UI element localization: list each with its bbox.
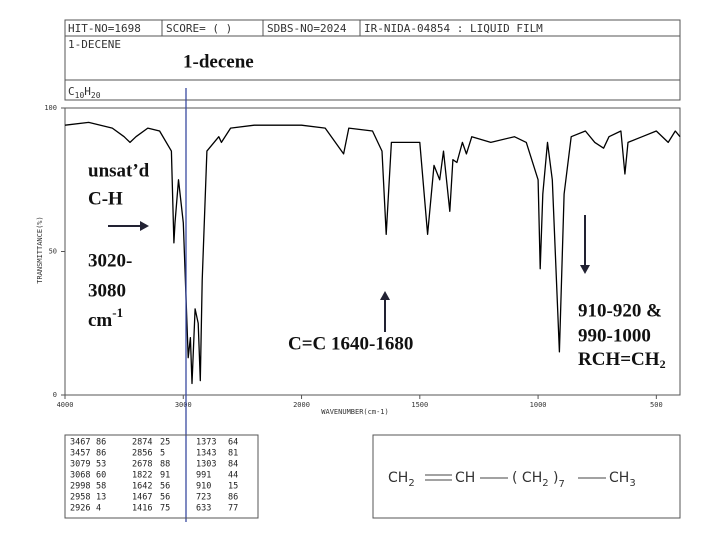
atom: CH: [388, 470, 408, 486]
y-tick-label: 50: [49, 248, 57, 256]
table-cell: 25: [160, 438, 170, 448]
molecular-formula: C10H20: [68, 85, 101, 100]
atom: ( CH: [512, 470, 542, 486]
table-cell: 64: [228, 438, 238, 448]
table-cell: 991: [196, 471, 211, 481]
annotation-text: RCH=CH2: [578, 349, 666, 370]
x-tick-label: 3000: [175, 401, 192, 409]
atom-sub: 3: [629, 478, 635, 489]
formula-part: H: [84, 85, 91, 98]
table-cell: 56: [160, 482, 170, 492]
annotation-text: cm-1: [88, 305, 123, 331]
plot: 4000 3000 2000 1500 1000 500 0 50 100: [44, 104, 681, 409]
y-tick-label: 0: [53, 391, 57, 399]
table-cell: 1303: [196, 460, 216, 470]
compound-name: 1-DECENE: [68, 38, 121, 51]
table-cell: 2958: [70, 493, 90, 503]
header-cell: HIT-NO=1698: [68, 22, 141, 35]
table-cell: 1467: [132, 493, 152, 503]
table-cell: 84: [228, 460, 238, 470]
table-cell: 3079: [70, 460, 90, 470]
unit-sup: -1: [112, 305, 123, 320]
table-cell: 44: [228, 471, 238, 481]
annotation-text: 910-920 &: [578, 300, 662, 321]
table-cell: 53: [96, 460, 106, 470]
spectrum-line: [64, 121, 681, 385]
annotation-text: unsat’d: [88, 160, 150, 181]
table-cell: 2856: [132, 449, 152, 459]
table-cell: 86: [96, 438, 106, 448]
x-tick-label: 1500: [411, 401, 428, 409]
table-cell: 86: [96, 449, 106, 459]
table-cell: 88: [160, 460, 170, 470]
annotation-text: 3020-: [88, 250, 132, 271]
atom-sub: 2: [408, 478, 414, 489]
table-cell: 3068: [70, 471, 90, 481]
annotation-text: C=C 1640-1680: [288, 333, 413, 354]
table-cell: 723: [196, 493, 211, 503]
group-sub: 2: [660, 357, 666, 371]
unit: cm: [88, 310, 112, 331]
table-cell: 3457: [70, 449, 90, 459]
table-cell: 13: [96, 493, 106, 503]
formula-part: C: [68, 85, 75, 98]
peak-table-box: [64, 434, 259, 519]
group: RCH=CH: [578, 349, 660, 370]
peak-table: 3467 86 2874 25 1373 64 3457 86 2856 5 1343 81 3079 5…: [70, 438, 238, 514]
table-cell: 56: [160, 493, 170, 503]
atom-sub: 2: [542, 478, 548, 489]
header-cell: SDBS-NO=2024: [267, 22, 347, 35]
compound-annotation: 1-decene: [183, 51, 254, 72]
atom: CH: [609, 470, 629, 486]
annotation-text: C-H: [88, 188, 123, 209]
table-cell: 58: [96, 482, 106, 492]
table-cell: 2998: [70, 482, 90, 492]
table-cell: 86: [228, 493, 238, 503]
structure-part: CH2: [388, 470, 415, 489]
table-cell: 2874: [132, 438, 152, 448]
table-cell: 1416: [132, 504, 152, 514]
x-axis-label: WAVENUMBER(cm-1): [321, 408, 388, 416]
header-cell: SCORE= ( ): [166, 22, 232, 35]
table-cell: 1373: [196, 438, 216, 448]
table-cell: 3467: [70, 438, 90, 448]
structure-box: [372, 434, 681, 519]
formula-sub: 10: [75, 91, 85, 100]
structure-part: CH3: [609, 470, 636, 489]
annotation-text: 990-1000: [578, 325, 651, 346]
table-cell: 4: [96, 504, 101, 514]
table-cell: 77: [228, 504, 238, 514]
table-cell: 60: [96, 471, 106, 481]
header-cell: IR-NIDA-04854 : LIQUID FILM: [364, 22, 543, 35]
table-cell: 910: [196, 482, 211, 492]
table-cell: 81: [228, 449, 238, 459]
y-axis-label: TRANSMITTANCE(%): [36, 216, 44, 283]
arrow-head: [140, 221, 149, 231]
structure-part: ( CH2 )7: [512, 470, 565, 490]
formula-sub: 20: [91, 91, 101, 100]
y-tick-label: 100: [44, 104, 57, 112]
table-cell: 15: [228, 482, 238, 492]
structure-part: CH: [455, 470, 475, 486]
table-cell: 633: [196, 504, 211, 514]
table-cell: 1822: [132, 471, 152, 481]
annotation-text: 3080: [88, 280, 126, 301]
arrow-head: [380, 291, 390, 300]
x-tick-label: 4000: [57, 401, 74, 409]
table-cell: 5: [160, 449, 165, 459]
table-cell: 1642: [132, 482, 152, 492]
table-cell: 2926: [70, 504, 90, 514]
x-tick-label: 500: [650, 401, 663, 409]
table-cell: 2678: [132, 460, 152, 470]
x-tick-label: 1000: [530, 401, 547, 409]
x-tick-label: 2000: [293, 401, 310, 409]
atom-sub: 7: [559, 479, 565, 490]
table-cell: 91: [160, 471, 170, 481]
atom: ): [549, 470, 559, 486]
arrow-head: [580, 265, 590, 274]
table-cell: 1343: [196, 449, 216, 459]
header-box: [64, 19, 681, 101]
table-cell: 75: [160, 504, 170, 514]
